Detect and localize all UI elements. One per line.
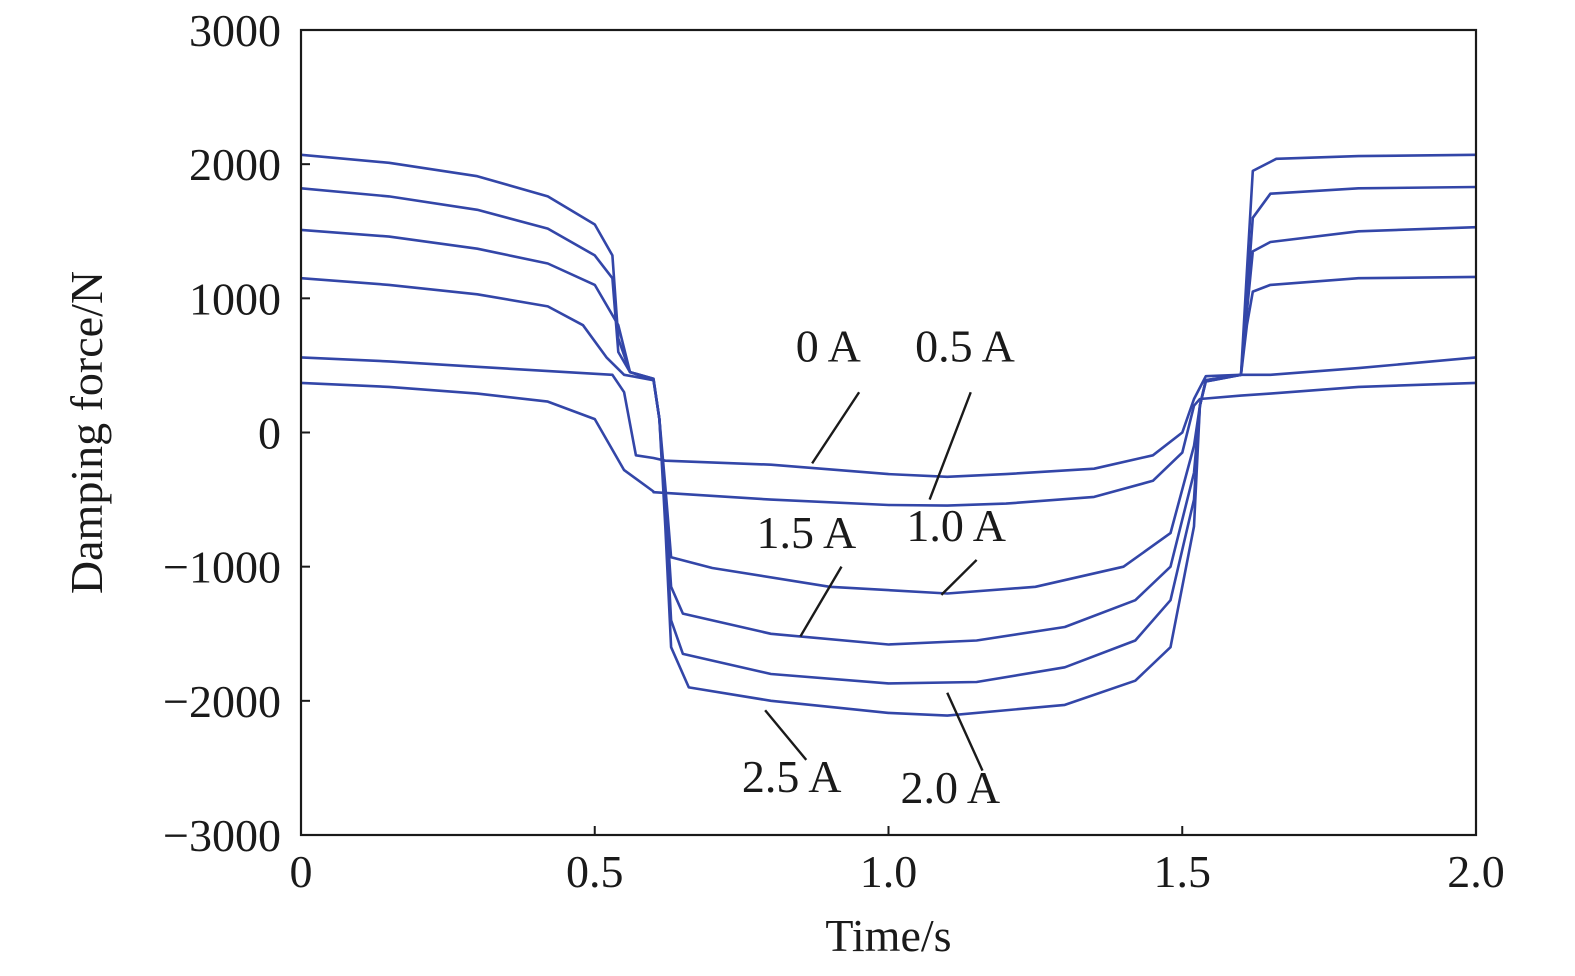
x-tick-label: 0.5 [566, 846, 624, 897]
series-label: 1.0 A [906, 500, 1006, 551]
x-tick-label: 1.5 [1154, 846, 1212, 897]
series-line-0-5-a [301, 356, 1476, 479]
series-line-1-0-a [301, 275, 1476, 595]
y-tick-label: 0 [258, 408, 281, 459]
y-tick-label: −2000 [163, 676, 281, 727]
label-leader-line [928, 391, 972, 501]
y-tick-label: 3000 [189, 5, 281, 56]
y-axis-title: Damping force/N [61, 271, 112, 594]
series-line-2-5-a [301, 153, 1476, 717]
x-tick-label: 2.0 [1447, 846, 1505, 897]
series-layer [301, 153, 1476, 717]
series-line-0-a [301, 381, 1476, 507]
series-label: 2.5 A [742, 751, 842, 802]
label-leader-line [799, 566, 843, 638]
series-label: 0.5 A [915, 320, 1015, 371]
label-leader-line [764, 709, 808, 761]
x-axis-title: Time/s [825, 910, 951, 961]
x-tick-label: 0 [290, 846, 313, 897]
series-line-2-0-a [301, 185, 1476, 685]
annotation-layer: 0 A 0.5 A 1.0 A 1.5 A 2.0 A 2.5 A [742, 320, 1015, 812]
label-leader-line [940, 559, 978, 596]
y-tick-label: 2000 [189, 139, 281, 190]
plot-frame [299, 28, 1478, 837]
series-line-1-5-a [301, 225, 1476, 646]
label-leader-line [946, 692, 984, 772]
y-tick-label: −1000 [163, 542, 281, 593]
tick-layer: 0 0.5 1.0 1.5 2.0 −3000 −2000 −1000 0 1000 2000 300… [163, 5, 1505, 897]
series-label: 1.5 A [757, 507, 857, 558]
y-tick-label: 1000 [189, 273, 281, 324]
label-leader-line [811, 391, 861, 465]
series-label: 0 A [796, 320, 861, 371]
y-tick-label: −3000 [163, 810, 281, 861]
x-tick-label: 1.0 [860, 846, 918, 897]
series-label: 2.0 A [900, 762, 1000, 813]
